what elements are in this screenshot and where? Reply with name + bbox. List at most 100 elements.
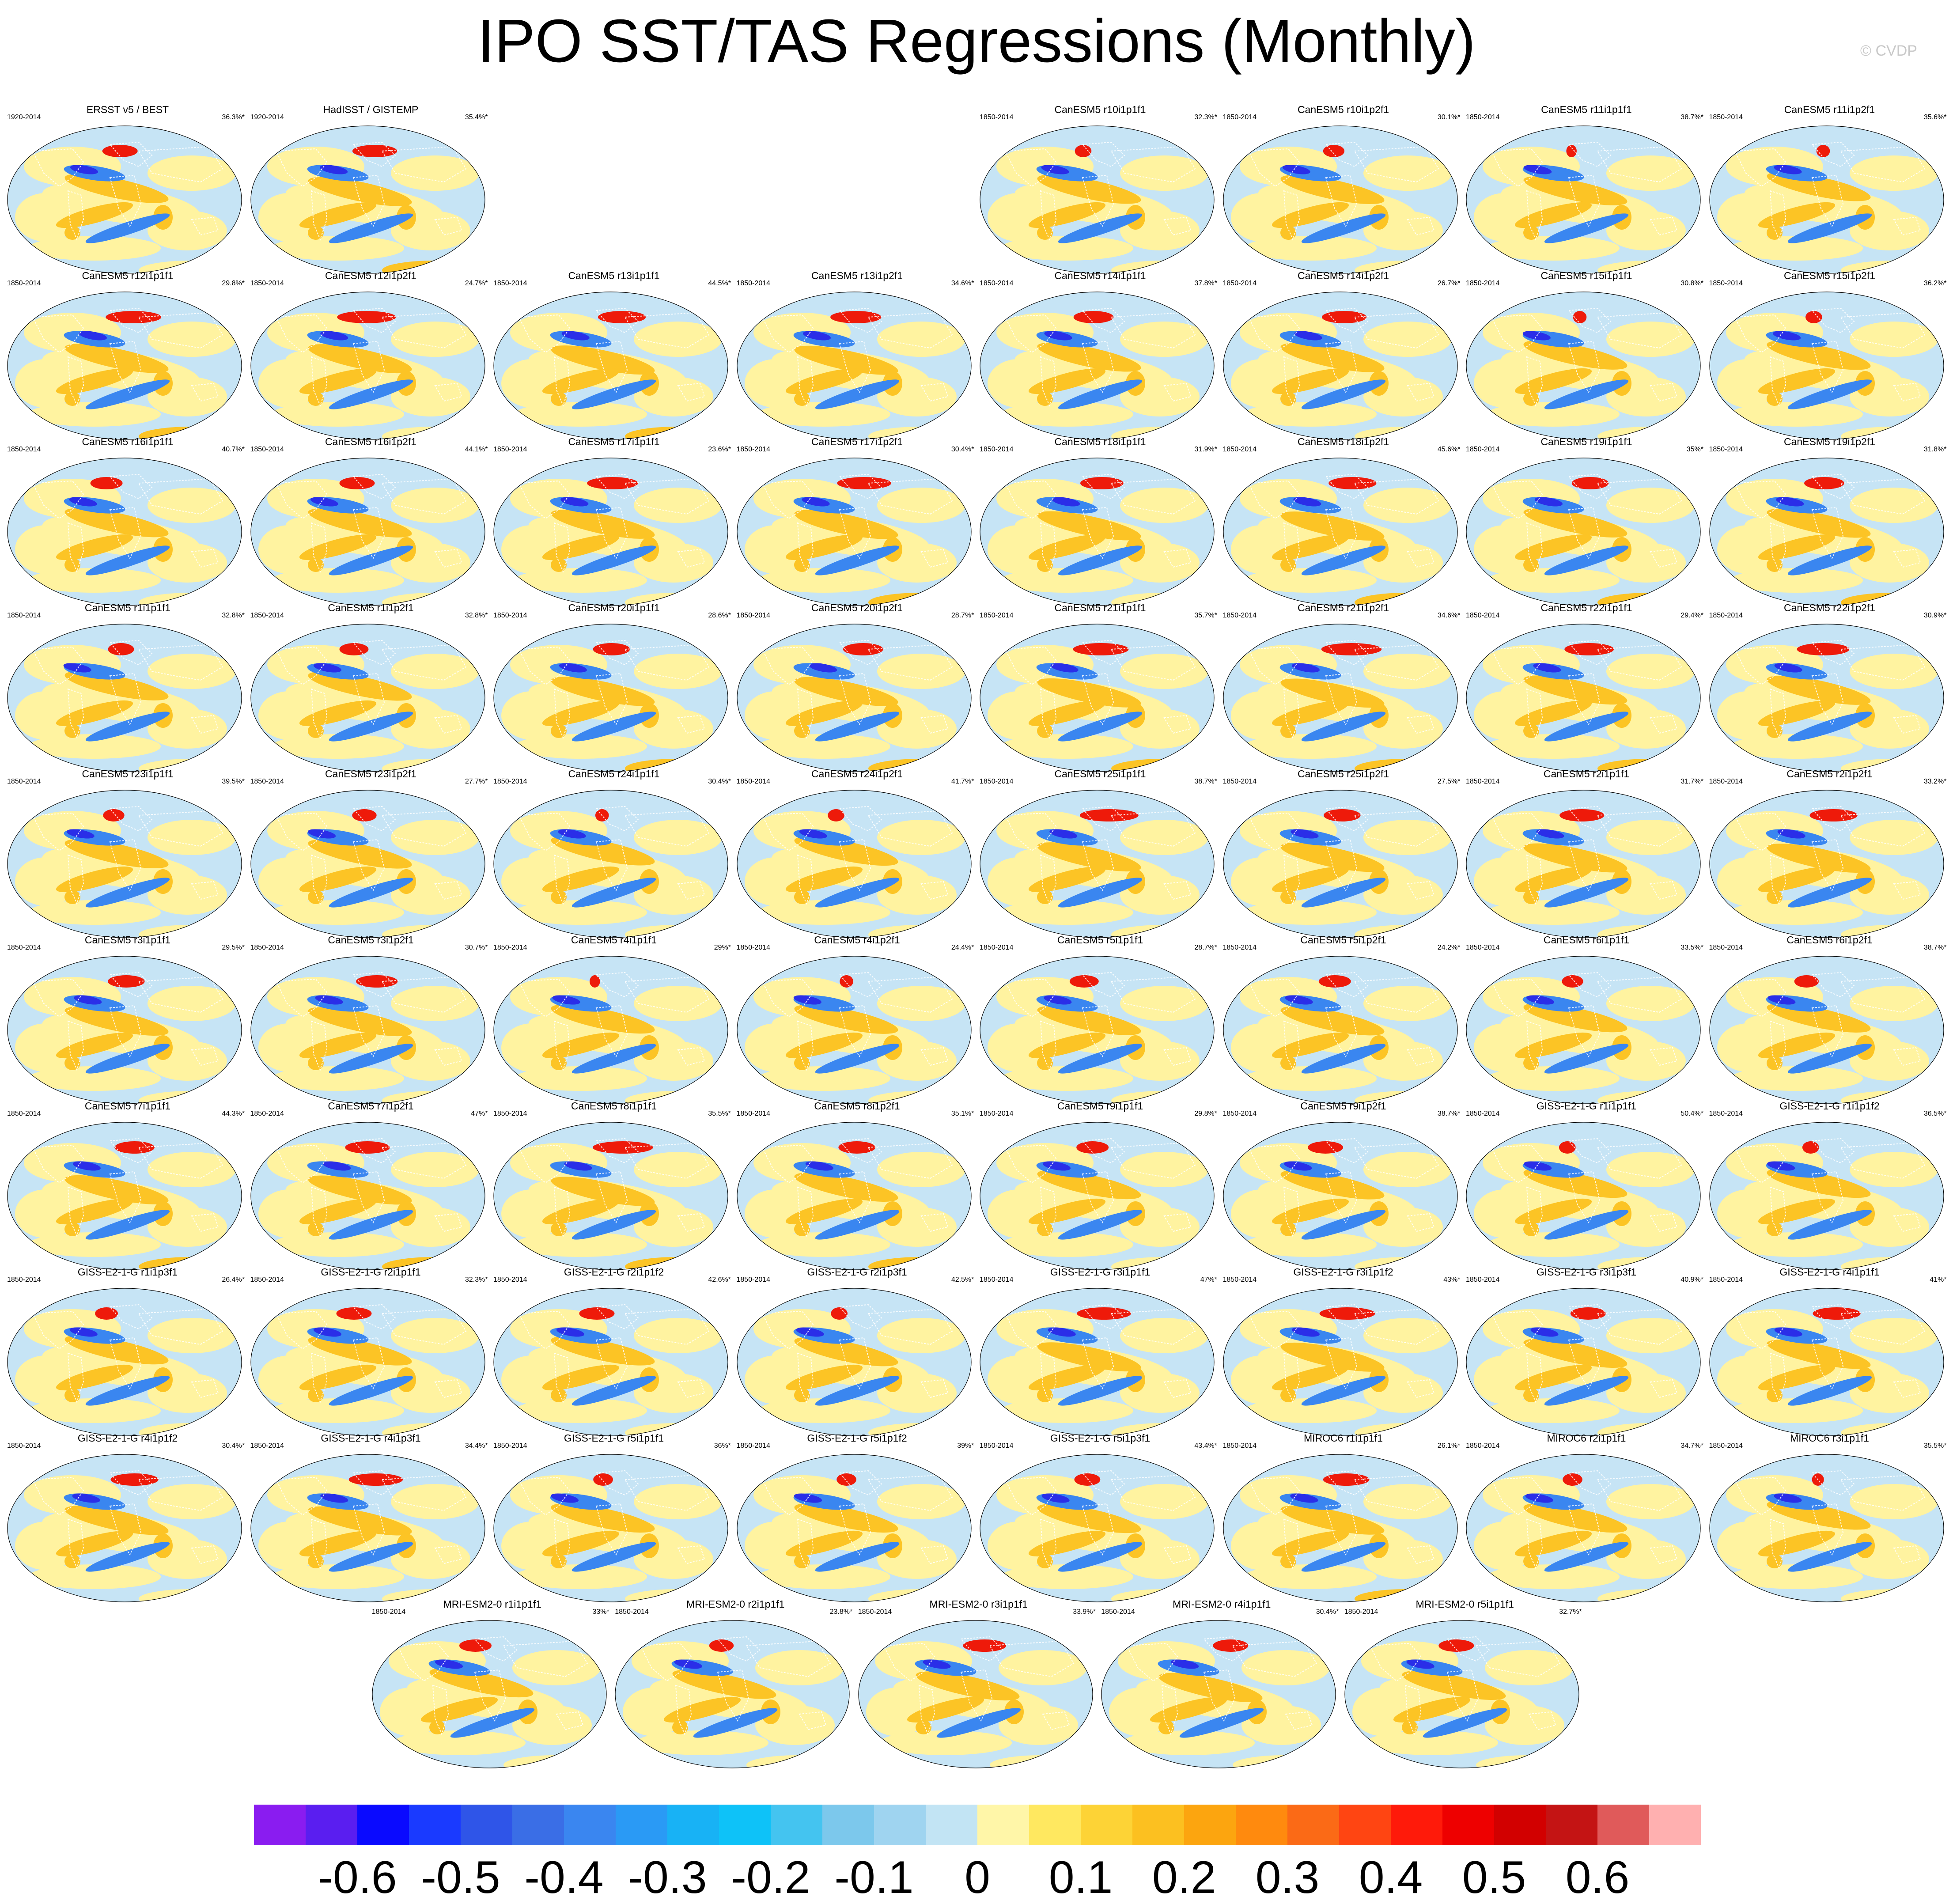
map-panel: ERSST v5 / BEST 1920-2014 36.3%* [6, 104, 249, 283]
panel-years: 1850-2014 [980, 1110, 1014, 1117]
colorbar-bin [874, 1805, 926, 1845]
panel-years: 1850-2014 [980, 446, 1014, 453]
map-panel: CanESM5 r23i1p2f1 1850-2014 27.7%* [250, 768, 492, 947]
map-panel: CanESM5 r12i1p1f1 1850-2014 29.8%* [6, 270, 249, 449]
regression-map [372, 1620, 607, 1768]
colorbar-bin [1494, 1805, 1546, 1845]
map-panel: CanESM5 r23i1p1f1 1850-2014 39.5%* [6, 768, 249, 947]
panel-variance-pct: 27.5%* [1437, 778, 1461, 785]
map-panel: CanESM5 r24i1p1f1 1850-2014 30.4%* [492, 768, 735, 947]
panel-variance-pct: 31.8%* [1923, 446, 1947, 453]
panel-years: 1850-2014 [1466, 280, 1500, 287]
regression-map [980, 1288, 1215, 1436]
panel-variance-pct: 35%* [1686, 446, 1703, 453]
map-panel: CanESM5 r3i1p1f1 1850-2014 29.5%* [6, 934, 249, 1113]
panel-title: CanESM5 r16i1p2f1 [325, 436, 417, 447]
panel-years: 1850-2014 [1466, 778, 1500, 785]
panel-title: GISS-E2-1-G r3i1p1f2 [1293, 1266, 1393, 1278]
panel-years: 1850-2014 [1344, 1608, 1378, 1616]
panel-variance-pct: 37.8%* [1194, 280, 1217, 287]
map-panel: CanESM5 r4i1p1f1 1850-2014 29%* [492, 934, 735, 1113]
regression-map [7, 458, 242, 606]
regression-map [7, 125, 242, 274]
panel-variance-pct: 44.5%* [708, 280, 731, 287]
regression-map [736, 291, 972, 440]
panel-variance-pct: 34.7%* [1680, 1442, 1703, 1450]
panel-variance-pct: 31.7%* [1680, 778, 1703, 785]
colorbar-bin [1339, 1805, 1391, 1845]
map-panel: CanESM5 r21i1p1f1 1850-2014 35.7%* [979, 602, 1222, 781]
colorbar-tick-label: 0.1 [1048, 1852, 1113, 1903]
regression-map [1466, 956, 1701, 1104]
regression-map [1709, 624, 1944, 772]
panel-title: CanESM5 r21i1p1f1 [1054, 602, 1146, 613]
panel-years: 1850-2014 [7, 280, 41, 287]
map-panel: CanESM5 r11i1p2f1 1850-2014 35.6%* [1708, 104, 1951, 283]
regression-map [1709, 291, 1944, 440]
panel-variance-pct: 47%* [471, 1110, 488, 1117]
panel-years: 1850-2014 [858, 1608, 892, 1616]
panel-variance-pct: 28.6%* [708, 612, 731, 619]
panel-variance-pct: 43%* [1443, 1276, 1461, 1283]
map-panel: CanESM5 r13i1p1f1 1850-2014 44.5%* [492, 270, 735, 449]
regression-map [1223, 291, 1458, 440]
panel-years: 1850-2014 [736, 1276, 771, 1283]
panel-title: CanESM5 r23i1p1f1 [82, 768, 174, 780]
panel-years: 1850-2014 [250, 1442, 284, 1450]
panel-years: 1850-2014 [1223, 612, 1257, 619]
regression-map [250, 458, 485, 606]
map-panel: CanESM5 r12i1p2f1 1850-2014 24.7%* [250, 270, 492, 449]
regression-map [250, 1454, 485, 1602]
panel-years: 1850-2014 [1101, 1608, 1135, 1616]
regression-map [980, 1122, 1215, 1270]
map-panel: GISS-E2-1-G r4i1p1f1 1850-2014 41%* [1708, 1266, 1951, 1445]
map-panel: CanESM5 r7i1p1f1 1850-2014 44.3%* [6, 1100, 249, 1279]
colorbar-bin [1236, 1805, 1287, 1845]
panel-years: 1850-2014 [615, 1608, 649, 1616]
map-panel: MRI-ESM2-0 r4i1p1f1 1850-2014 30.4%* [1100, 1598, 1343, 1777]
regression-map [736, 1122, 972, 1270]
regression-map [1709, 458, 1944, 606]
regression-map [736, 624, 972, 772]
panel-title: CanESM5 r3i1p2f1 [328, 934, 414, 946]
panel-title: MRI-ESM2-0 r2i1p1f1 [686, 1598, 785, 1610]
regression-map [1466, 458, 1701, 606]
map-panel: CanESM5 r6i1p2f1 1850-2014 38.7%* [1708, 934, 1951, 1113]
colorbar-tick-label: 0.6 [1565, 1852, 1630, 1903]
map-panel: CanESM5 r4i1p2f1 1850-2014 24.4%* [736, 934, 979, 1113]
map-panel: MRI-ESM2-0 r5i1p1f1 1850-2014 32.7%* [1344, 1598, 1586, 1777]
panel-variance-pct: 35.4%* [465, 114, 488, 121]
panel-variance-pct: 23.6%* [708, 446, 731, 453]
map-panel: GISS-E2-1-G r2i1p1f1 1850-2014 32.3%* [250, 1266, 492, 1445]
panel-years: 1850-2014 [1709, 114, 1743, 121]
panel-variance-pct: 32.3%* [465, 1276, 488, 1283]
panel-title: CanESM5 r19i1p1f1 [1540, 436, 1632, 447]
map-panel: CanESM5 r6i1p1f1 1850-2014 33.5%* [1465, 934, 1708, 1113]
regression-map [250, 1288, 485, 1436]
panel-title: GISS-E2-1-G r3i1p1f1 [1050, 1266, 1151, 1278]
panel-title: CanESM5 r14i1p1f1 [1054, 270, 1146, 281]
panel-years: 1850-2014 [1466, 114, 1500, 121]
panel-title: MRI-ESM2-0 r5i1p1f1 [1416, 1598, 1514, 1610]
regression-map [250, 125, 485, 274]
regression-map [736, 1454, 972, 1602]
colorbar-bin [1132, 1805, 1184, 1845]
panel-years: 1850-2014 [493, 1442, 527, 1450]
panel-years: 1920-2014 [7, 114, 41, 121]
panel-variance-pct: 33.2%* [1923, 778, 1947, 785]
panel-variance-pct: 28.7%* [951, 612, 974, 619]
panel-title: GISS-E2-1-G r1i1p1f1 [1536, 1100, 1637, 1112]
regression-map [858, 1620, 1093, 1768]
colorbar-bin [1649, 1805, 1701, 1845]
panel-years: 1850-2014 [736, 1110, 771, 1117]
panel-years: 1850-2014 [1709, 944, 1743, 951]
panel-title: CanESM5 r23i1p2f1 [325, 768, 417, 780]
colorbar-bin [977, 1805, 1029, 1845]
regression-map [7, 956, 242, 1104]
colorbar-tick-label: 0 [965, 1852, 990, 1903]
colorbar-bin [667, 1805, 719, 1845]
panel-variance-pct: 31.9%* [1194, 446, 1217, 453]
panel-title: CanESM5 r20i1p2f1 [811, 602, 903, 613]
panel-variance-pct: 23.8%* [829, 1608, 853, 1616]
panel-variance-pct: 27.7%* [465, 778, 488, 785]
